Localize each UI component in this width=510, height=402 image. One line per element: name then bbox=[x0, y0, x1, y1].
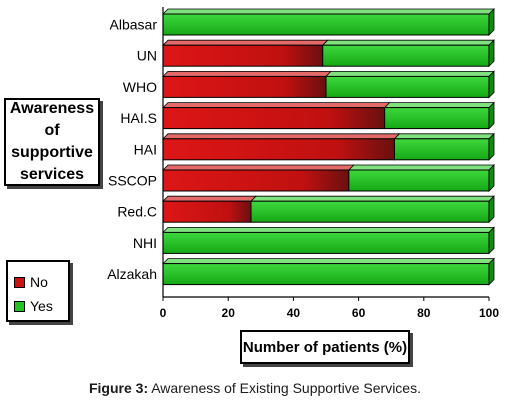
bar-yes-HAI bbox=[393, 138, 490, 161]
bar-side-6 bbox=[488, 195, 495, 224]
category-label: Alzakah bbox=[107, 266, 157, 282]
bar-top-yes-3 bbox=[383, 102, 495, 108]
bar-yes-HAI.S bbox=[384, 107, 490, 130]
bar-side-5 bbox=[488, 164, 495, 192]
category-label: Red.C bbox=[117, 204, 157, 220]
bar-side-1 bbox=[488, 39, 495, 68]
x-tick-label: 100 bbox=[479, 306, 499, 320]
category-label: Albasar bbox=[110, 17, 158, 33]
bar-top-yes-8 bbox=[162, 258, 495, 265]
legend-swatch-yes bbox=[14, 300, 25, 312]
x-tick-label: 20 bbox=[222, 306, 236, 320]
bar-side-2 bbox=[488, 70, 495, 99]
bar-top-yes-0 bbox=[162, 8, 495, 15]
bar-yes-Albasar bbox=[162, 13, 490, 36]
figure-caption: Figure 3: Awareness of Existing Supporti… bbox=[0, 380, 510, 396]
bar-top-yes-6 bbox=[250, 195, 495, 202]
bar-top-yes-5 bbox=[347, 164, 495, 171]
bar-yes-NHI bbox=[162, 231, 490, 254]
bar-no-HAI bbox=[162, 138, 395, 161]
x-tick-label: 0 bbox=[160, 306, 167, 320]
bar-top-no-3 bbox=[162, 102, 391, 108]
bar-no-UN bbox=[162, 44, 324, 67]
bar-yes-Alzakah bbox=[162, 263, 490, 286]
x-tick-label: 80 bbox=[417, 306, 431, 320]
bar-top-no-6 bbox=[162, 195, 257, 202]
bar-no-SSCOP bbox=[162, 169, 350, 192]
bar-side-0 bbox=[488, 8, 495, 36]
figure-caption-text: Awareness of Existing Supportive Service… bbox=[148, 380, 421, 396]
category-label: NHI bbox=[133, 235, 157, 251]
x-tick-label: 40 bbox=[287, 306, 301, 320]
bar-no-HAI.S bbox=[162, 107, 386, 130]
category-label: SSCOP bbox=[108, 173, 157, 189]
bar-no-Red.C bbox=[162, 200, 252, 223]
legend-item-yes: Yes bbox=[14, 298, 53, 314]
bar-top-no-4 bbox=[162, 133, 401, 140]
bar-side-4 bbox=[488, 132, 495, 161]
bar-side-7 bbox=[488, 226, 495, 255]
x-axis-label-text: Number of patients (%) bbox=[242, 338, 408, 356]
bar-yes-UN bbox=[322, 44, 490, 67]
legend-label-no: No bbox=[30, 274, 48, 290]
bar-top-yes-1 bbox=[321, 39, 495, 46]
x-axis-label: Number of patients (%) bbox=[240, 330, 410, 364]
bar-yes-WHO bbox=[325, 75, 490, 98]
bar-yes-SSCOP bbox=[348, 169, 490, 192]
legend-swatch-no bbox=[14, 276, 25, 288]
bar-top-no-5 bbox=[162, 164, 355, 171]
bar-top-no-2 bbox=[162, 71, 332, 77]
category-label: WHO bbox=[123, 79, 157, 95]
category-label: HAI.S bbox=[120, 110, 157, 126]
chart-title: Awareness of supportive services bbox=[4, 98, 100, 186]
chart-title-text: Awareness of supportive services bbox=[9, 100, 95, 183]
figure-caption-label: Figure 3: bbox=[88, 380, 149, 396]
x-tick-label: 60 bbox=[352, 306, 366, 320]
bar-side-8 bbox=[488, 257, 495, 286]
bar-no-WHO bbox=[162, 75, 327, 98]
bar-top-yes-4 bbox=[393, 133, 495, 140]
legend: No Yes bbox=[6, 260, 70, 322]
category-label: HAI bbox=[134, 141, 157, 157]
category-label: UN bbox=[137, 48, 157, 64]
bar-yes-Red.C bbox=[250, 200, 490, 223]
bar-top-no-1 bbox=[162, 39, 329, 46]
bar-side-3 bbox=[488, 101, 495, 130]
legend-label-yes: Yes bbox=[30, 298, 53, 314]
bar-top-yes-2 bbox=[325, 71, 495, 77]
legend-item-no: No bbox=[14, 274, 48, 290]
bar-top-yes-7 bbox=[162, 226, 495, 233]
